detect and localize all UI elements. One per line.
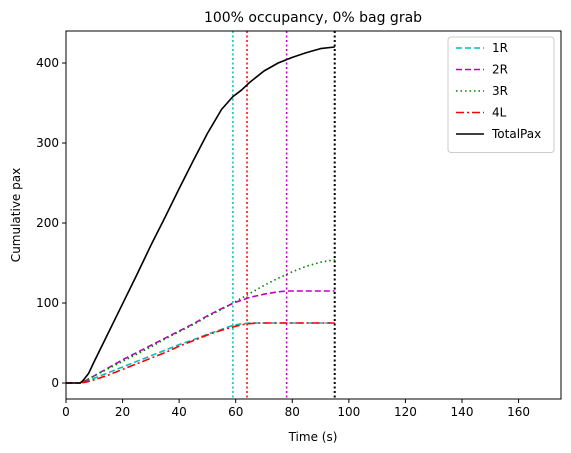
y-tick-label: 0 bbox=[51, 376, 59, 390]
y-axis: 0 100 200 300 400 bbox=[36, 56, 66, 390]
x-axis-label: Time (s) bbox=[288, 430, 338, 444]
x-axis: 0 20 40 60 80 100 120 140 160 bbox=[62, 399, 530, 419]
legend: 1R 2R 3R 4L TotalPax bbox=[447, 36, 555, 153]
series-line-TotalPax bbox=[66, 46, 335, 384]
x-tick-label: 120 bbox=[394, 405, 417, 419]
plot-frame bbox=[65, 30, 562, 400]
series-line-4L bbox=[66, 322, 335, 384]
x-tick-label: 80 bbox=[285, 405, 300, 419]
chart-title: 100% occupancy, 0% bag grab bbox=[204, 10, 422, 26]
legend-entry-2R: 2R bbox=[456, 63, 508, 77]
x-tick-label: 20 bbox=[115, 405, 130, 419]
y-tick-label: 200 bbox=[36, 216, 59, 230]
legend-entry-4L: 4L bbox=[456, 106, 507, 120]
x-tick-label: 160 bbox=[507, 405, 530, 419]
y-tick-label: 100 bbox=[36, 296, 59, 310]
reference-lines bbox=[232, 31, 336, 399]
legend-label: 2R bbox=[492, 63, 508, 77]
legend-entry-1R: 1R bbox=[456, 41, 508, 55]
legend-label: TotalPax bbox=[491, 127, 541, 141]
y-tick-label: 300 bbox=[36, 136, 59, 150]
x-tick-label: 0 bbox=[62, 405, 70, 419]
legend-entry-3R: 3R bbox=[456, 84, 508, 98]
series-lines bbox=[66, 46, 335, 384]
legend-entry-TotalPax: TotalPax bbox=[456, 127, 541, 141]
x-tick-label: 40 bbox=[172, 405, 187, 419]
legend-label: 4L bbox=[492, 106, 507, 120]
legend-label: 1R bbox=[492, 41, 508, 55]
x-tick-label: 60 bbox=[228, 405, 243, 419]
x-tick-label: 140 bbox=[451, 405, 474, 419]
legend-box bbox=[447, 36, 555, 153]
x-tick-label: 100 bbox=[337, 405, 360, 419]
series-line-1R bbox=[66, 322, 335, 384]
series-line-3R bbox=[66, 259, 335, 384]
y-axis-label: Cumulative pax bbox=[9, 168, 23, 262]
y-tick-label: 400 bbox=[36, 56, 59, 70]
legend-label: 3R bbox=[492, 84, 508, 98]
